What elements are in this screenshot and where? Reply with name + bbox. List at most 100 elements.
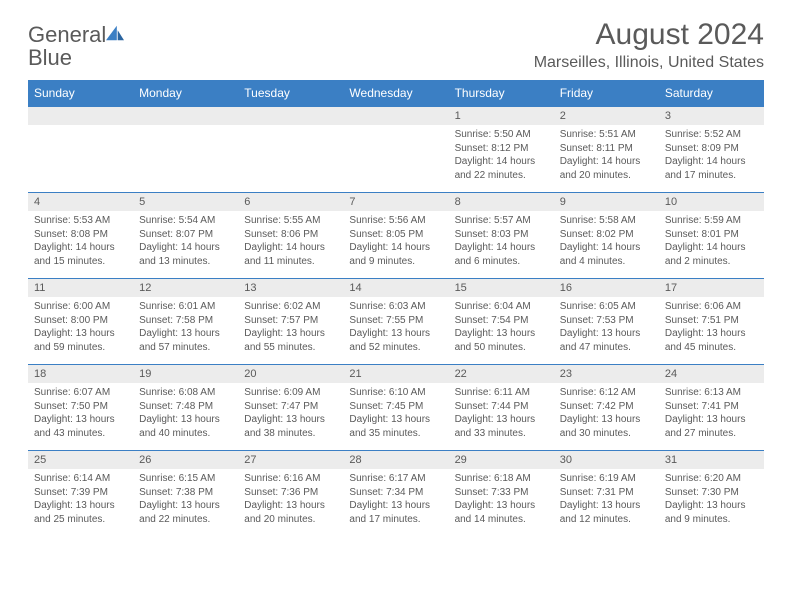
day-cell: 10Sunrise: 5:59 AMSunset: 8:01 PMDayligh… <box>659 193 764 279</box>
logo-text: General Blue <box>28 24 126 70</box>
day-content: Sunrise: 6:14 AMSunset: 7:39 PMDaylight:… <box>28 469 133 530</box>
day-cell <box>238 107 343 193</box>
day-number: 24 <box>659 365 764 383</box>
day-line: Sunset: 7:38 PM <box>139 486 232 500</box>
day-cell: 15Sunrise: 6:04 AMSunset: 7:54 PMDayligh… <box>449 279 554 365</box>
day-line: Daylight: 13 hours and 9 minutes. <box>665 499 758 526</box>
day-cell: 16Sunrise: 6:05 AMSunset: 7:53 PMDayligh… <box>554 279 659 365</box>
day-line: Daylight: 13 hours and 12 minutes. <box>560 499 653 526</box>
day-header: Tuesday <box>238 80 343 107</box>
day-cell <box>133 107 238 193</box>
day-cell <box>28 107 133 193</box>
day-number <box>133 107 238 125</box>
day-line: Sunset: 7:33 PM <box>455 486 548 500</box>
calendar-page: General Blue August 2024 Marseilles, Ill… <box>0 0 792 555</box>
day-cell: 7Sunrise: 5:56 AMSunset: 8:05 PMDaylight… <box>343 193 448 279</box>
week-row: 18Sunrise: 6:07 AMSunset: 7:50 PMDayligh… <box>28 365 764 451</box>
day-content: Sunrise: 6:13 AMSunset: 7:41 PMDaylight:… <box>659 383 764 444</box>
day-line: Sunrise: 6:08 AM <box>139 386 232 400</box>
day-line: Sunset: 7:36 PM <box>244 486 337 500</box>
day-line: Sunrise: 6:06 AM <box>665 300 758 314</box>
day-number: 18 <box>28 365 133 383</box>
day-line: Daylight: 14 hours and 20 minutes. <box>560 155 653 182</box>
day-content: Sunrise: 5:58 AMSunset: 8:02 PMDaylight:… <box>554 211 659 272</box>
day-line: Daylight: 14 hours and 6 minutes. <box>455 241 548 268</box>
day-number: 28 <box>343 451 448 469</box>
day-line: Daylight: 13 hours and 22 minutes. <box>139 499 232 526</box>
day-line: Daylight: 13 hours and 20 minutes. <box>244 499 337 526</box>
logo-sail-icon <box>104 24 126 42</box>
day-content: Sunrise: 6:00 AMSunset: 8:00 PMDaylight:… <box>28 297 133 358</box>
day-line: Sunset: 7:53 PM <box>560 314 653 328</box>
day-line: Daylight: 13 hours and 35 minutes. <box>349 413 442 440</box>
logo-text-blue: Blue <box>28 45 72 70</box>
day-line: Sunset: 7:45 PM <box>349 400 442 414</box>
day-number: 3 <box>659 107 764 125</box>
day-line: Daylight: 13 hours and 47 minutes. <box>560 327 653 354</box>
day-number: 23 <box>554 365 659 383</box>
day-cell: 11Sunrise: 6:00 AMSunset: 8:00 PMDayligh… <box>28 279 133 365</box>
week-row: 4Sunrise: 5:53 AMSunset: 8:08 PMDaylight… <box>28 193 764 279</box>
day-content: Sunrise: 6:12 AMSunset: 7:42 PMDaylight:… <box>554 383 659 444</box>
day-content: Sunrise: 5:55 AMSunset: 8:06 PMDaylight:… <box>238 211 343 272</box>
day-number: 1 <box>449 107 554 125</box>
day-line: Sunset: 8:07 PM <box>139 228 232 242</box>
month-title: August 2024 <box>534 18 764 52</box>
day-content <box>238 125 343 132</box>
day-line: Sunrise: 6:18 AM <box>455 472 548 486</box>
page-header: General Blue August 2024 Marseilles, Ill… <box>28 18 764 72</box>
day-content: Sunrise: 6:10 AMSunset: 7:45 PMDaylight:… <box>343 383 448 444</box>
day-content: Sunrise: 6:15 AMSunset: 7:38 PMDaylight:… <box>133 469 238 530</box>
logo: General Blue <box>28 18 126 70</box>
day-cell: 9Sunrise: 5:58 AMSunset: 8:02 PMDaylight… <box>554 193 659 279</box>
day-line: Daylight: 13 hours and 52 minutes. <box>349 327 442 354</box>
day-line: Sunrise: 5:57 AM <box>455 214 548 228</box>
day-content: Sunrise: 5:56 AMSunset: 8:05 PMDaylight:… <box>343 211 448 272</box>
day-cell: 4Sunrise: 5:53 AMSunset: 8:08 PMDaylight… <box>28 193 133 279</box>
day-line: Sunset: 7:30 PM <box>665 486 758 500</box>
day-cell: 13Sunrise: 6:02 AMSunset: 7:57 PMDayligh… <box>238 279 343 365</box>
calendar-table: Sunday Monday Tuesday Wednesday Thursday… <box>28 80 764 537</box>
day-number: 7 <box>343 193 448 211</box>
day-content: Sunrise: 5:54 AMSunset: 8:07 PMDaylight:… <box>133 211 238 272</box>
day-content: Sunrise: 5:53 AMSunset: 8:08 PMDaylight:… <box>28 211 133 272</box>
day-line: Daylight: 13 hours and 59 minutes. <box>34 327 127 354</box>
day-line: Daylight: 13 hours and 57 minutes. <box>139 327 232 354</box>
day-line: Sunset: 7:41 PM <box>665 400 758 414</box>
day-line: Sunrise: 6:14 AM <box>34 472 127 486</box>
day-content: Sunrise: 6:06 AMSunset: 7:51 PMDaylight:… <box>659 297 764 358</box>
day-content: Sunrise: 5:52 AMSunset: 8:09 PMDaylight:… <box>659 125 764 186</box>
day-line: Sunrise: 6:12 AM <box>560 386 653 400</box>
day-number: 10 <box>659 193 764 211</box>
day-cell: 1Sunrise: 5:50 AMSunset: 8:12 PMDaylight… <box>449 107 554 193</box>
day-line: Daylight: 13 hours and 14 minutes. <box>455 499 548 526</box>
day-number: 20 <box>238 365 343 383</box>
logo-text-gray: General <box>28 22 106 47</box>
day-content: Sunrise: 6:16 AMSunset: 7:36 PMDaylight:… <box>238 469 343 530</box>
day-cell: 3Sunrise: 5:52 AMSunset: 8:09 PMDaylight… <box>659 107 764 193</box>
day-cell: 19Sunrise: 6:08 AMSunset: 7:48 PMDayligh… <box>133 365 238 451</box>
day-cell: 18Sunrise: 6:07 AMSunset: 7:50 PMDayligh… <box>28 365 133 451</box>
day-line: Sunrise: 6:07 AM <box>34 386 127 400</box>
day-cell <box>343 107 448 193</box>
day-content <box>28 125 133 132</box>
day-line: Sunset: 7:48 PM <box>139 400 232 414</box>
day-line: Daylight: 13 hours and 38 minutes. <box>244 413 337 440</box>
day-header: Monday <box>133 80 238 107</box>
day-header: Thursday <box>449 80 554 107</box>
day-line: Daylight: 14 hours and 9 minutes. <box>349 241 442 268</box>
day-line: Daylight: 14 hours and 22 minutes. <box>455 155 548 182</box>
week-row: 1Sunrise: 5:50 AMSunset: 8:12 PMDaylight… <box>28 107 764 193</box>
day-line: Sunrise: 6:00 AM <box>34 300 127 314</box>
day-line: Sunrise: 5:55 AM <box>244 214 337 228</box>
week-row: 25Sunrise: 6:14 AMSunset: 7:39 PMDayligh… <box>28 451 764 537</box>
day-line: Sunrise: 6:09 AM <box>244 386 337 400</box>
day-line: Daylight: 14 hours and 11 minutes. <box>244 241 337 268</box>
day-line: Sunrise: 5:54 AM <box>139 214 232 228</box>
day-number: 29 <box>449 451 554 469</box>
day-content: Sunrise: 6:09 AMSunset: 7:47 PMDaylight:… <box>238 383 343 444</box>
day-header: Sunday <box>28 80 133 107</box>
day-content: Sunrise: 6:03 AMSunset: 7:55 PMDaylight:… <box>343 297 448 358</box>
day-line: Sunset: 8:01 PM <box>665 228 758 242</box>
day-header: Friday <box>554 80 659 107</box>
